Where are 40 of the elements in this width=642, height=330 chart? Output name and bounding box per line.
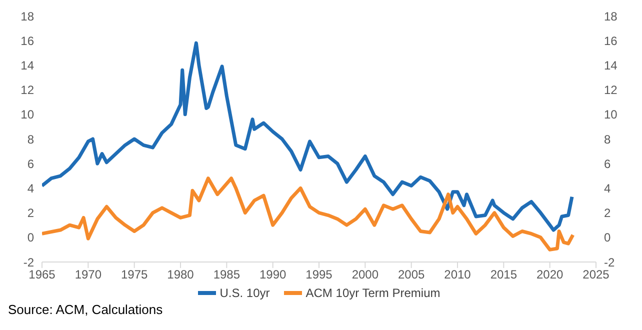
y-tick-label: 10: [20, 108, 34, 122]
y2-tick-label: 12: [604, 83, 618, 98]
y-tick-label: 18: [20, 9, 34, 24]
y2-tick-label: 14: [604, 58, 618, 72]
x-tick-label: 2025: [582, 268, 610, 282]
y-tick-label: 0: [27, 230, 34, 245]
x-tick-label: 2010: [444, 268, 472, 282]
y2-tick-label: 6: [604, 156, 611, 171]
x-tick-label: 2020: [536, 268, 564, 282]
y-tick-label: 16: [20, 34, 34, 48]
y2-tick-label: 2: [604, 206, 611, 220]
y2-tick-label: 8: [604, 132, 611, 146]
line-series: [42, 176, 575, 252]
y2-tick-label: 18: [604, 9, 618, 24]
y-tick-label: 8: [27, 132, 34, 146]
x-tick-label: 1985: [213, 268, 240, 282]
y2-tick-label: 0: [604, 230, 611, 245]
x-tick-label: 1970: [74, 268, 102, 282]
x-tick-label: 2005: [398, 268, 426, 282]
line-series: [42, 41, 574, 232]
y-tick-label: 2: [27, 206, 34, 220]
y-tick-label: -2: [23, 255, 34, 270]
x-tick-label: 1995: [306, 268, 333, 282]
x-tick-label: 2015: [490, 268, 518, 282]
legend-label: ACM 10yr Term Premium: [306, 286, 440, 300]
x-tick-label: 1990: [259, 268, 287, 282]
x-tick-label: 1975: [120, 268, 148, 282]
x-tick-label: 1965: [28, 268, 56, 282]
source-note: Source: ACM, Calculations: [8, 302, 164, 317]
y2-tick-label: -2: [604, 255, 615, 270]
y-tick-label: 6: [27, 156, 34, 171]
y2-tick-label: 10: [604, 108, 618, 122]
y-tick-label: 12: [20, 83, 34, 98]
y-tick-label: 14: [20, 58, 34, 72]
y2-tick-label: 16: [604, 34, 618, 48]
y2-tick-label: 4: [604, 181, 611, 196]
x-tick-label: 1980: [167, 268, 194, 282]
x-tick-label: 2000: [352, 268, 379, 282]
legend-label: U.S. 10yr: [220, 286, 270, 300]
y-tick-label: 4: [27, 181, 34, 196]
